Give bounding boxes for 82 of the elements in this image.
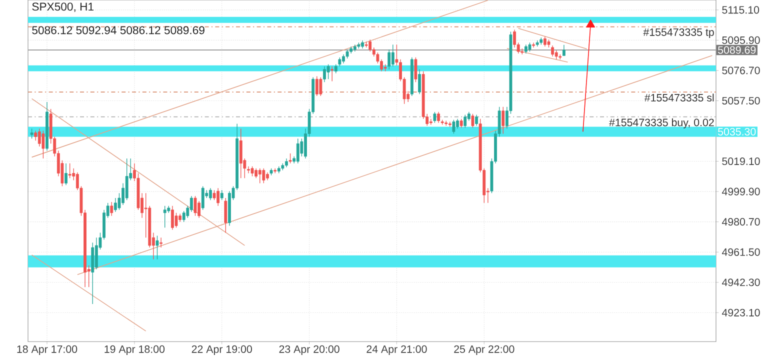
candlestick — [319, 76, 322, 96]
candlestick — [414, 57, 418, 82]
candlestick — [38, 128, 41, 147]
ref-line-label: #155473335 sl — [644, 94, 714, 102]
candlestick — [368, 39, 372, 52]
candlestick — [437, 112, 440, 124]
candlestick — [94, 237, 98, 270]
candlestick — [429, 118, 432, 126]
x-tick-label: 24 Apr 21:00 — [366, 345, 427, 356]
candlestick — [194, 196, 197, 216]
y-tick-label: 4942.30 — [722, 278, 760, 286]
candlestick — [330, 66, 334, 82]
candlestick — [163, 206, 166, 228]
candlestick — [250, 166, 254, 177]
candlestick — [156, 235, 159, 260]
candlestick — [209, 188, 212, 200]
candlestick — [160, 237, 162, 248]
candlestick — [198, 200, 201, 218]
candlestick — [464, 114, 467, 128]
candlestick — [30, 128, 34, 139]
candlestick — [388, 49, 391, 70]
y-tick-label: 4923.10 — [722, 308, 760, 316]
candlestick — [170, 206, 174, 230]
band-label: 5035.30 — [718, 128, 756, 136]
candlestick — [475, 114, 478, 126]
candlestick — [326, 64, 330, 80]
candlestick — [239, 128, 242, 178]
candlestick — [513, 29, 516, 48]
x-tick-label: 22 Apr 19:00 — [192, 345, 252, 356]
candlestick — [174, 212, 178, 228]
chart-title: SPX500, H1 — [32, 2, 94, 12]
candlestick — [201, 186, 204, 210]
candlestick — [532, 42, 535, 48]
candlestick — [452, 119, 456, 134]
candlestick — [502, 106, 505, 134]
ref-line-label: #155473335 buy, 0.02 — [609, 118, 714, 128]
candlestick — [543, 36, 546, 47]
candlestick — [433, 112, 436, 124]
candlestick — [212, 190, 216, 200]
ref-line-label: #155473335 tp — [643, 28, 714, 38]
y-tick-label: 5095.90 — [722, 36, 760, 44]
candlestick — [34, 130, 38, 141]
candlestick — [64, 163, 68, 186]
candlestick — [551, 45, 554, 57]
candlestick — [562, 44, 566, 56]
candlestick — [68, 163, 72, 178]
text: 5086.12 5092.94 5086.12 5089.69 — [32, 26, 204, 34]
candlestick — [456, 118, 459, 129]
candlestick — [110, 202, 114, 216]
y-tick-label: 5019.10 — [722, 158, 760, 166]
candlestick — [190, 196, 193, 212]
candlestick — [323, 66, 326, 82]
candlestick — [182, 210, 186, 222]
candlestick — [220, 190, 224, 200]
x-tick-label: 23 Apr 20:00 — [279, 345, 340, 356]
candlestick — [125, 158, 128, 200]
candlestick — [254, 168, 258, 178]
y-tick-label: 5076.70 — [722, 66, 760, 74]
y-tick-label: 4980.70 — [722, 218, 760, 226]
y-tick-label: 5057.50 — [722, 96, 760, 105]
candlestick — [247, 166, 250, 174]
candlestick — [315, 76, 318, 96]
y-tick-label: 5115.10 — [722, 6, 760, 14]
x-tick-label: 25 Apr 22:00 — [454, 345, 514, 356]
ref-line-label: 5089.69 — [718, 46, 756, 54]
candlestick — [42, 130, 45, 159]
candlestick — [418, 69, 421, 94]
y-tick-label: 4999.90 — [722, 188, 760, 196]
candlestick — [216, 188, 220, 206]
candlestick — [288, 153, 292, 164]
x-tick-label: 18 Apr 17:00 — [17, 345, 78, 356]
candlestick — [471, 113, 474, 128]
candlestick — [114, 198, 117, 212]
candlestick — [296, 138, 300, 164]
candlestick — [391, 44, 394, 67]
x-tick-label: 19 Apr 18:00 — [104, 345, 165, 356]
candlestick — [274, 168, 277, 174]
y-tick-label: 4961.50 — [722, 248, 760, 256]
candlestick — [258, 168, 262, 184]
candlestick — [224, 198, 228, 234]
candlestick — [448, 121, 452, 128]
candlestick — [262, 168, 266, 184]
